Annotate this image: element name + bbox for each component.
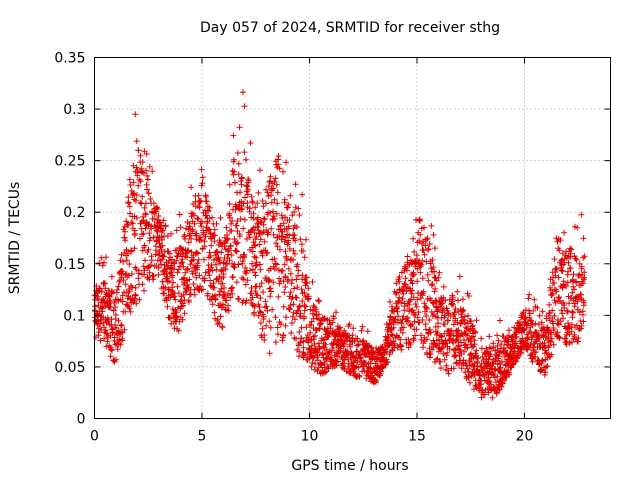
x-tick-label: 0	[90, 429, 99, 445]
y-tick-label: 0.1	[63, 308, 85, 324]
y-tick-label: 0.2	[63, 205, 85, 221]
y-axis-label: SRMTID / TECUs	[7, 182, 23, 295]
data-points	[91, 89, 588, 401]
plot-frame	[94, 57, 611, 419]
y-tick-label: 0	[77, 412, 86, 428]
y-tick-label: 0.25	[54, 154, 85, 170]
x-tick-label: 20	[516, 429, 534, 445]
axis-ticks: 0 0.05 0.1 0.15 0.2 0.25 0.3 0.35 0 5 10 15 20	[54, 51, 611, 445]
series-sthg-points	[91, 89, 588, 401]
chart-title: Day 057 of 2024, SRMTID for receiver sth…	[200, 20, 500, 36]
y-tick-label: 0.3	[63, 102, 85, 118]
x-tick-label: 10	[301, 429, 319, 445]
x-tick-label: 5	[198, 429, 207, 445]
x-tick-label: 15	[408, 429, 426, 445]
x-axis-label: GPS time / hours	[291, 458, 408, 474]
y-tick-label: 0.05	[54, 360, 85, 376]
y-tick-label: 0.15	[54, 257, 85, 273]
y-tick-label: 0.35	[54, 51, 85, 67]
